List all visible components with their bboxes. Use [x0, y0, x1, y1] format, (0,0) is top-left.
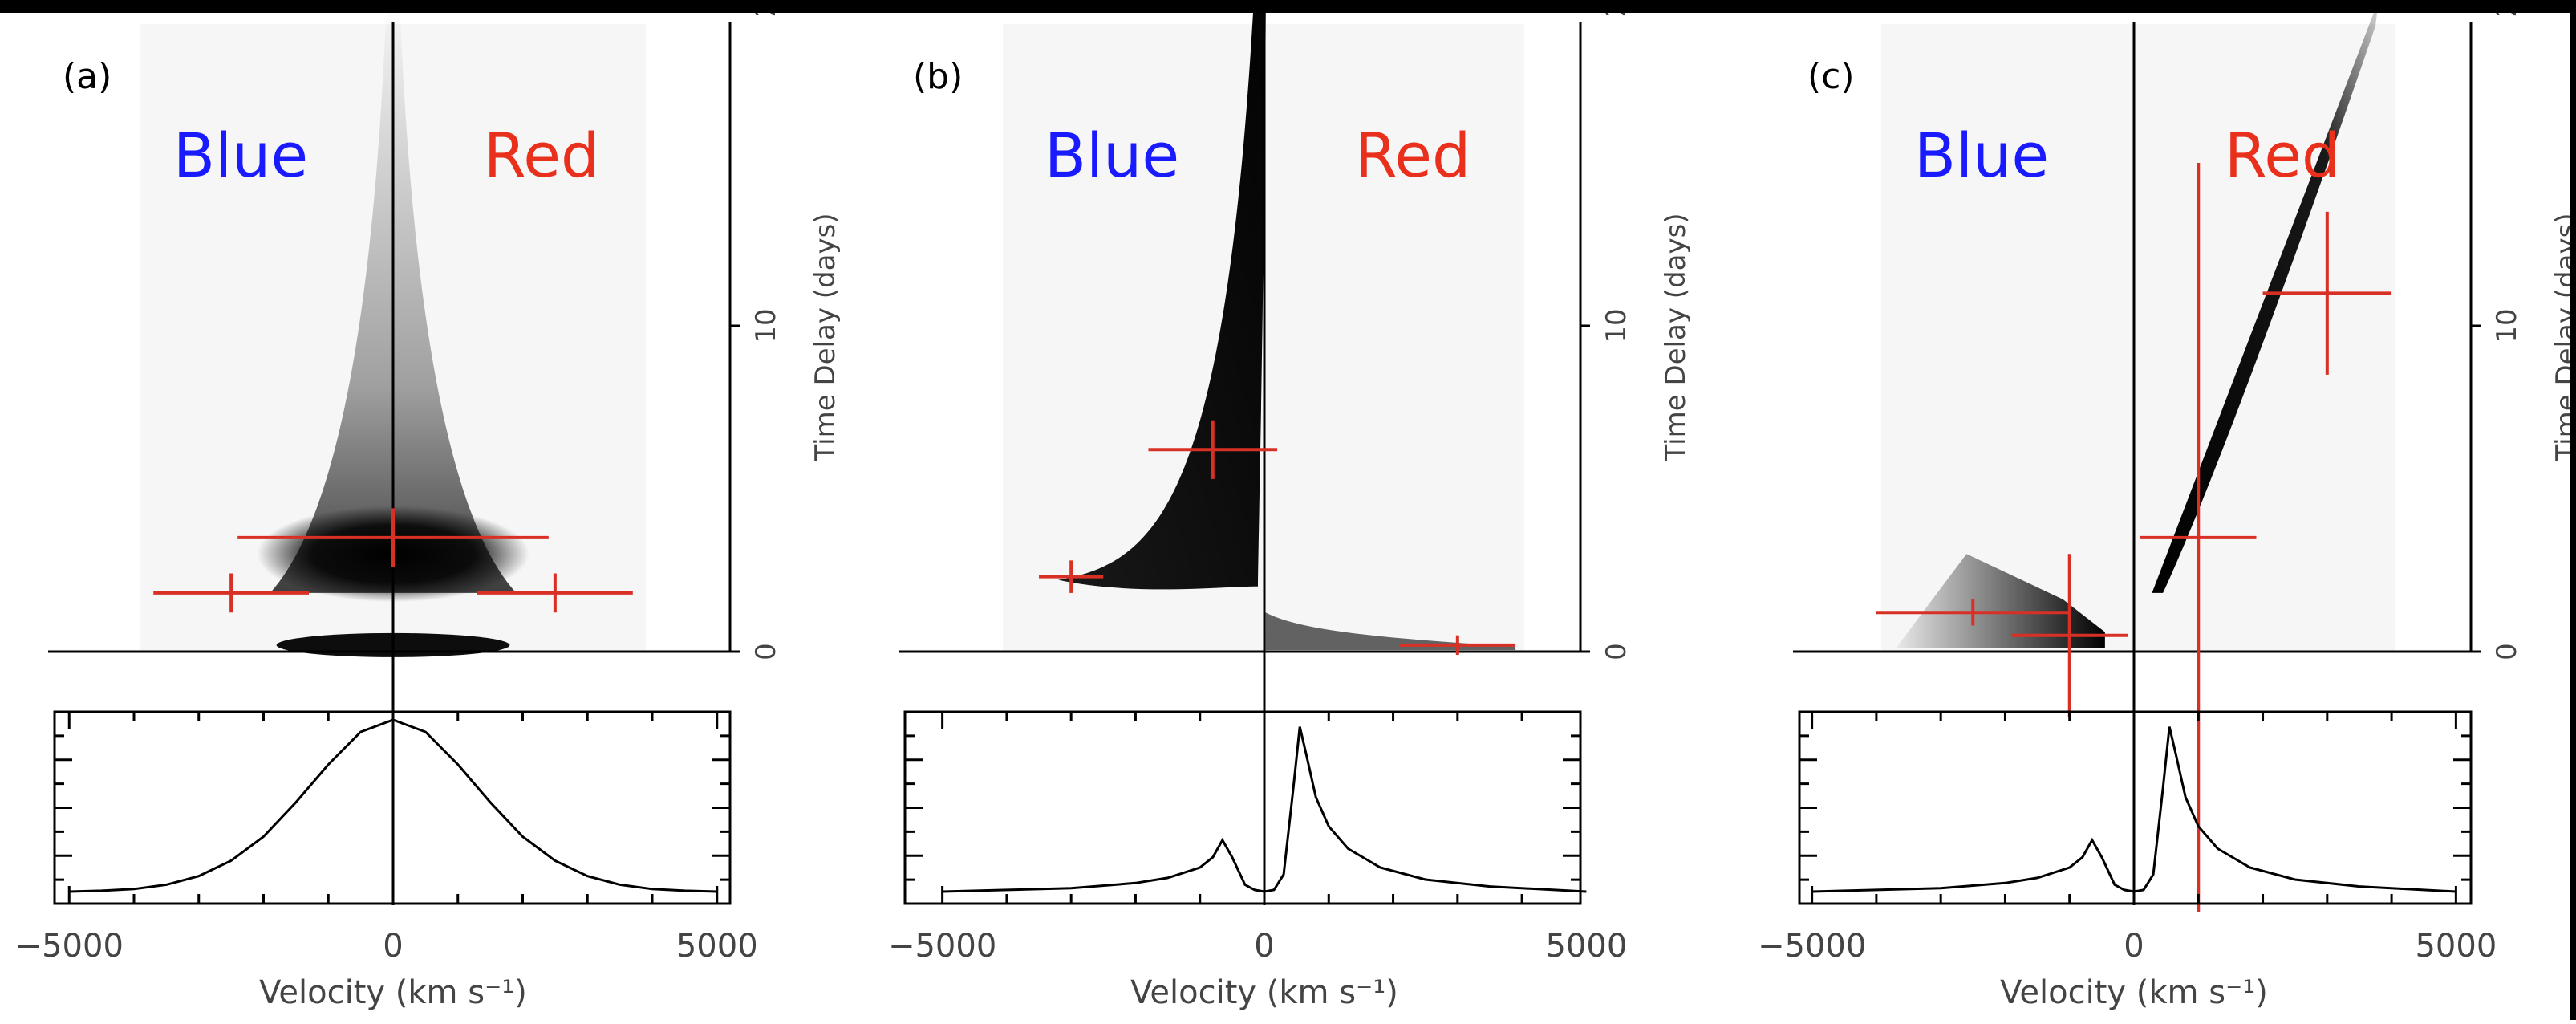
xtick-label: −5000	[1758, 928, 1866, 965]
panel-label: (a)	[63, 56, 112, 97]
top-border	[0, 0, 2576, 13]
xtick-label: −5000	[888, 928, 996, 965]
xtick-label: 5000	[676, 928, 758, 965]
blue-label: Blue	[173, 120, 308, 191]
line-profile	[942, 726, 1587, 893]
ytick-label: 0	[1600, 643, 1633, 660]
line-profile	[1811, 726, 2456, 893]
xtick-label: 0	[2124, 928, 2144, 965]
ytick-label: 10	[1600, 308, 1633, 343]
red-label: Red	[1355, 120, 1471, 191]
right-border	[2570, 0, 2576, 1020]
panel-a: 01020Time Delay (days)(a)BlueRed−5000050…	[15, 0, 842, 1011]
red-label: Red	[484, 120, 599, 191]
xtick-label: 0	[383, 928, 403, 965]
ytick-label: 0	[2491, 643, 2523, 660]
line-profile	[69, 718, 717, 893]
red-label: Red	[2225, 120, 2340, 191]
panel-label: (b)	[913, 56, 963, 97]
ytick-label: 10	[2491, 308, 2523, 343]
xtick-label: 5000	[1545, 928, 1627, 965]
xlabel-velocity: Velocity (km s⁻¹)	[1130, 974, 1398, 1011]
xtick-label: 5000	[2415, 928, 2497, 965]
profile-frame	[903, 710, 1582, 905]
panel-label: (c)	[1807, 56, 1855, 97]
xtick-label: −5000	[15, 928, 124, 965]
panel-c: 01020Time Delay (days)(c)BlueRed−5000050…	[1758, 0, 2576, 1011]
ytick-label: 10	[750, 308, 782, 343]
blue-label: Blue	[1045, 120, 1179, 191]
ylabel-time-delay: Time Delay (days)	[1660, 213, 1692, 461]
blue-label: Blue	[1914, 120, 2049, 191]
panel-b: 01020Time Delay (days)(b)BlueRed−5000050…	[888, 0, 1692, 1011]
transfer-blue-wedge	[1895, 554, 2105, 648]
xlabel-velocity: Velocity (km s⁻¹)	[2000, 974, 2268, 1011]
xtick-label: 0	[1254, 928, 1274, 965]
transfer-red-arm	[1265, 612, 1516, 650]
xlabel-velocity: Velocity (km s⁻¹)	[259, 974, 527, 1011]
transfer-red-band	[2152, 0, 2379, 593]
ylabel-time-delay: Time Delay (days)	[809, 213, 842, 461]
ytick-label: 0	[750, 643, 782, 660]
map-background	[1881, 24, 2395, 652]
